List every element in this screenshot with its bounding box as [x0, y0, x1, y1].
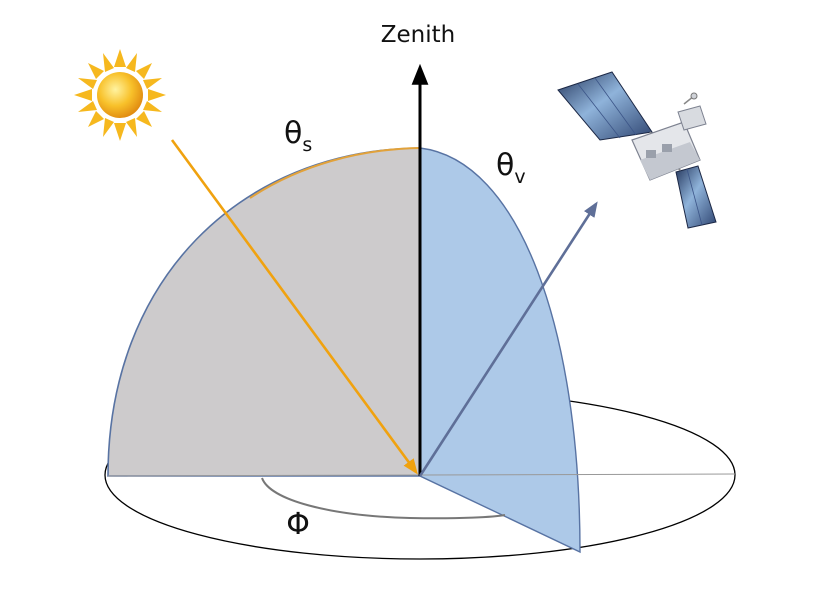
sun-ray: [170, 139, 418, 475]
satellite-icon: [557, 71, 717, 229]
solar-zenith-angle-label: θs: [284, 116, 312, 156]
sun-icon: [74, 49, 166, 141]
view-zenith-angle-label: θv: [496, 148, 526, 188]
view-ray: [418, 201, 598, 477]
zenith-label: Zenith: [381, 22, 455, 48]
azimuth-arc: [261, 477, 506, 520]
solar-plane: [107, 147, 421, 477]
relative-azimuth-label: Φ: [286, 507, 310, 542]
solar-zenith-arc: [249, 147, 421, 199]
